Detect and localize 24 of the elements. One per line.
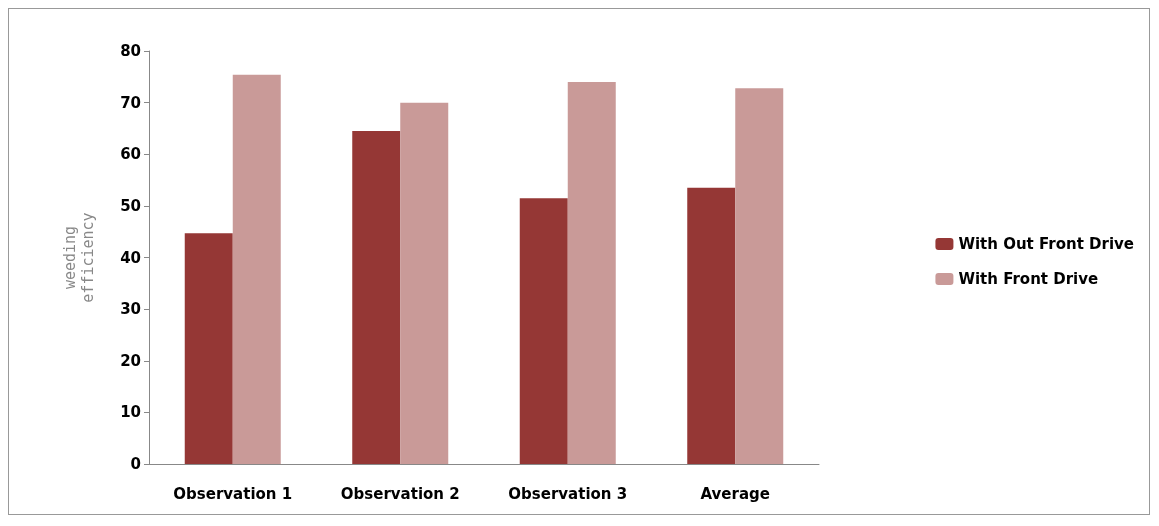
bar xyxy=(687,187,736,464)
bar xyxy=(519,198,568,464)
bar xyxy=(400,102,449,464)
legend-label: With Out Front Drive xyxy=(958,235,1135,253)
x-tick-label: Observation 2 xyxy=(340,484,460,503)
x-tick-label: Observation 1 xyxy=(173,484,293,503)
y-axis-title: weeding efficiency xyxy=(61,212,97,303)
y-tick-label: 60 xyxy=(120,145,141,164)
y-tick-label: 70 xyxy=(120,93,141,112)
bar xyxy=(184,233,233,464)
y-tick-label: 0 xyxy=(130,455,141,473)
y-tick-label: 80 xyxy=(120,42,141,60)
bar xyxy=(735,88,784,464)
y-tick-label: 40 xyxy=(120,248,141,267)
y-tick-label: 30 xyxy=(120,300,141,319)
bar xyxy=(567,81,616,464)
y-tick-label: 10 xyxy=(120,403,141,422)
bar xyxy=(232,74,281,464)
y-tick-label: 50 xyxy=(120,196,141,215)
x-tick-label: Average xyxy=(700,484,770,503)
bar xyxy=(352,131,401,464)
x-tick-label: Observation 3 xyxy=(508,484,628,503)
legend-label: With Front Drive xyxy=(958,270,1099,288)
y-tick-label: 20 xyxy=(120,351,141,370)
